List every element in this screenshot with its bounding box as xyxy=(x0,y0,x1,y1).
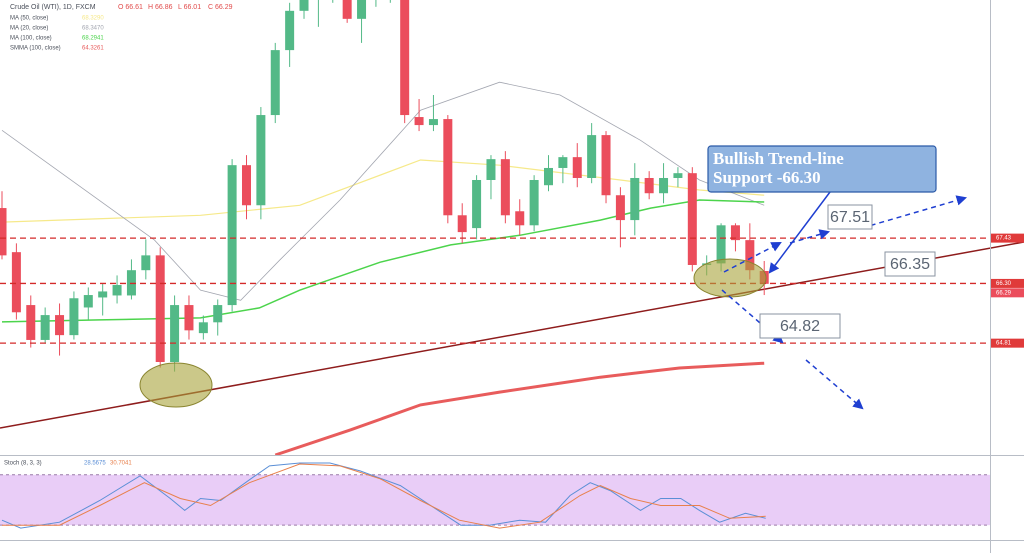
legend-value: 68.3290 xyxy=(82,16,104,22)
arrow xyxy=(723,242,782,273)
stoch-title: Stoch (8, 3, 3) xyxy=(4,461,42,467)
candle-body xyxy=(730,225,740,241)
price-label-box xyxy=(827,204,873,230)
candle-body xyxy=(601,135,611,196)
price-label: 64.82 xyxy=(780,318,820,335)
price-tag xyxy=(991,338,1024,348)
candle-body xyxy=(98,291,108,298)
ma-line xyxy=(1,81,765,301)
last-price-label: 66.29 xyxy=(996,290,1012,296)
legend-label: MA (20, close) xyxy=(10,26,48,32)
candle-body xyxy=(500,159,510,216)
candle-body xyxy=(673,173,683,178)
ma-line xyxy=(1,199,765,323)
legend-value: 28.5675 xyxy=(84,461,106,467)
candle-body xyxy=(83,295,93,308)
ohlc: H 66.86 xyxy=(148,4,173,11)
candle-body xyxy=(529,179,539,226)
arrow xyxy=(805,359,864,410)
stoch-line xyxy=(1,462,766,529)
candle-body xyxy=(11,252,21,313)
candle-body xyxy=(687,173,697,265)
candle-body xyxy=(241,165,251,206)
candle-body xyxy=(515,211,525,226)
price-label: 66.35 xyxy=(890,256,930,273)
candle-body xyxy=(299,0,309,11)
legend-value: 64.3261 xyxy=(82,46,104,52)
candle-body xyxy=(141,255,151,271)
chart-title: Crude Oil (WTI), 1D, FXCM xyxy=(10,4,96,11)
candle-body xyxy=(630,177,640,221)
candle-body xyxy=(457,215,467,233)
stoch-band xyxy=(0,474,990,526)
candle-body xyxy=(342,0,352,19)
price-tag xyxy=(991,233,1024,243)
candle-body xyxy=(227,165,237,306)
candle-body xyxy=(285,10,295,51)
highlight-ellipse xyxy=(139,362,213,408)
candle-body xyxy=(357,0,367,19)
candle-body xyxy=(26,305,36,340)
legend-label: MA (50, close) xyxy=(10,16,48,22)
candle-body xyxy=(572,157,582,178)
candle-body xyxy=(587,135,597,178)
candle-body xyxy=(400,0,410,116)
candle-body xyxy=(55,315,65,336)
price-label-box xyxy=(759,313,841,339)
legend-value: 68.2941 xyxy=(82,36,104,42)
legend-value: 68.3470 xyxy=(82,26,104,32)
callout-text: Bullish Trend-line xyxy=(713,149,844,168)
price-tag-label: 64.81 xyxy=(996,341,1012,347)
callout-text: Support -66.30 xyxy=(713,168,821,187)
candle-body xyxy=(155,255,165,362)
candle-body xyxy=(198,322,208,334)
ohlc: C 66.29 xyxy=(208,4,233,11)
candle-body xyxy=(644,177,654,194)
candle-body xyxy=(659,177,669,194)
arrow xyxy=(789,229,831,244)
candle-body xyxy=(745,240,755,271)
highlight-ellipse xyxy=(693,258,767,298)
candle-body xyxy=(0,208,7,256)
candle-body xyxy=(472,179,482,229)
callout-pointer xyxy=(768,191,831,274)
stoch-line xyxy=(2,463,766,529)
candle-body xyxy=(543,167,553,186)
candle-body xyxy=(69,298,79,336)
candle-body xyxy=(428,119,438,126)
candle-body xyxy=(256,115,266,206)
candle-body xyxy=(170,305,180,362)
ma-line xyxy=(1,159,765,223)
candle-body xyxy=(615,195,625,221)
candle-body xyxy=(558,157,568,168)
candle-body xyxy=(443,119,453,216)
candle-body xyxy=(716,225,726,264)
legend-value: 30.7041 xyxy=(110,461,132,467)
candle-body xyxy=(213,305,223,323)
candle-body xyxy=(112,285,122,296)
ma-line xyxy=(274,361,765,455)
legend-label: MA (100, close) xyxy=(10,36,52,42)
callout-box xyxy=(707,145,937,193)
candle-body xyxy=(184,305,194,331)
price-tag-label: 67.43 xyxy=(996,236,1012,242)
candle-body xyxy=(414,117,424,126)
last-price-tag xyxy=(991,288,1024,298)
candle-body xyxy=(270,50,280,116)
candle-body xyxy=(40,315,50,340)
legend-label: SMMA (100, close) xyxy=(10,46,61,52)
ohlc: O 66.61 xyxy=(118,4,143,11)
price-label: 67.51 xyxy=(830,209,870,226)
candle-body xyxy=(486,159,496,180)
ohlc: L 66.01 xyxy=(178,4,201,11)
price-label-box xyxy=(884,251,936,277)
price-tag-label: 66.30 xyxy=(996,281,1012,287)
price-tag xyxy=(991,278,1024,288)
